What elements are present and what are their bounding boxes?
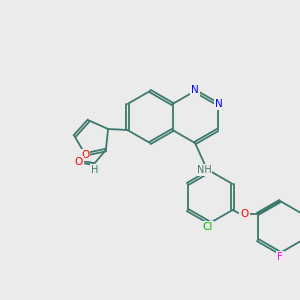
Text: F: F (277, 252, 283, 262)
Text: N: N (215, 99, 222, 109)
Text: Cl: Cl (203, 222, 213, 232)
Text: NH: NH (197, 165, 212, 175)
Text: O: O (75, 157, 83, 167)
Text: O: O (81, 150, 89, 161)
Text: O: O (240, 209, 249, 219)
Text: N: N (191, 85, 199, 95)
Text: H: H (91, 165, 98, 175)
